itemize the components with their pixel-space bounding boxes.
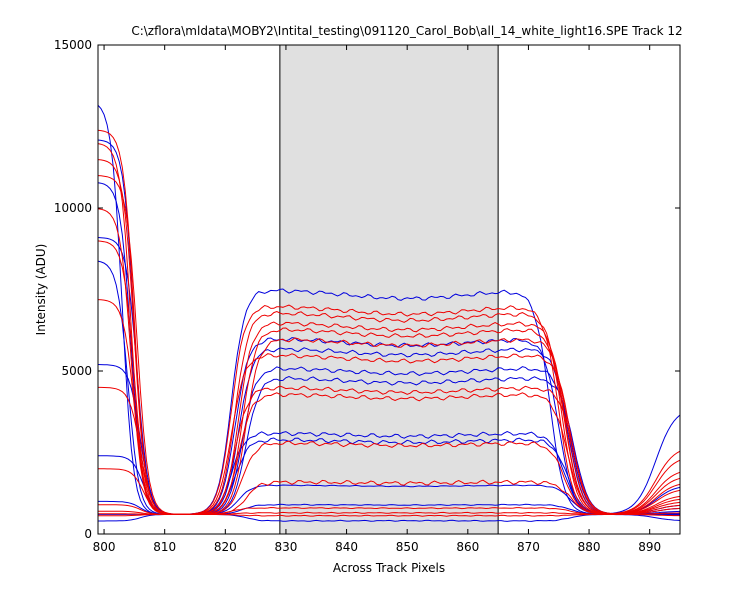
y-axis-label: Intensity (ADU) <box>34 244 48 336</box>
axis-ticks: 800 810 820 830 840 850 860 870 880 890 0 5000 10000… <box>54 38 680 554</box>
red-series-line-23 <box>98 513 680 517</box>
x-tick-label: 840 <box>335 540 358 554</box>
x-tick-label: 810 <box>153 540 176 554</box>
x-axis-label: Across Track Pixels <box>333 561 445 575</box>
chart-title: C:\zflora\mldata\MOBY2\Intital_testing\0… <box>131 24 682 38</box>
y-tick-label: 15000 <box>54 38 92 52</box>
y-tick-label: 10000 <box>54 201 92 215</box>
y-tick-label: 0 <box>84 527 92 541</box>
x-tick-label: 880 <box>578 540 601 554</box>
x-tick-label: 890 <box>638 540 661 554</box>
x-tick-label: 850 <box>396 540 419 554</box>
x-tick-label: 870 <box>517 540 540 554</box>
x-tick-label: 830 <box>274 540 297 554</box>
highlight-region <box>279 45 499 534</box>
x-tick-label: 800 <box>93 540 116 554</box>
plot-frame <box>97 44 681 535</box>
x-tick-label: 860 <box>456 540 479 554</box>
x-tick-label: 820 <box>214 540 237 554</box>
y-tick-label: 5000 <box>61 364 92 378</box>
series-layer <box>97 104 681 522</box>
